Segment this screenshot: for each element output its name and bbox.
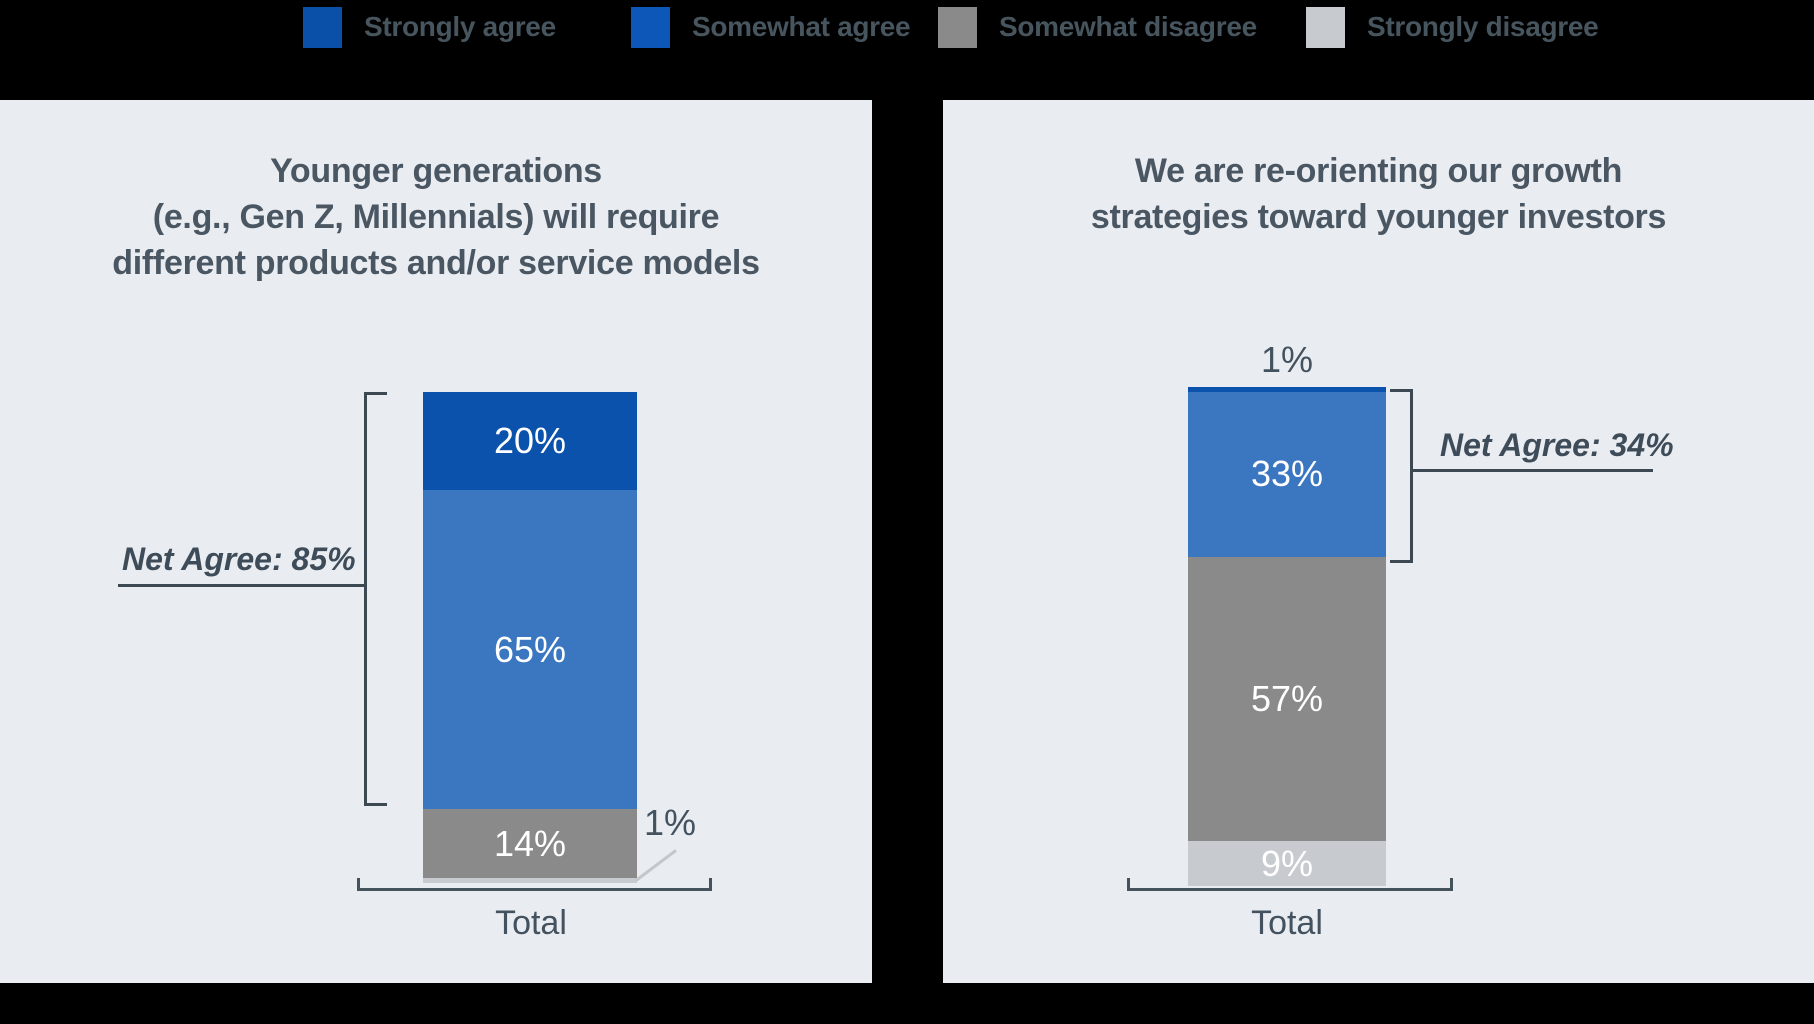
legend-label: Strongly agree: [364, 11, 556, 42]
bar-segment-somewhat-agree: 33%: [1188, 391, 1386, 557]
bar-segment-somewhat-agree: 65%: [423, 490, 637, 810]
net-agree-pointer-line: [1410, 469, 1653, 472]
bar-segment-somewhat-disagree: 57%: [1188, 556, 1386, 842]
net-agree-bracket: [1390, 389, 1413, 563]
somewhat-agree-swatch-icon: [631, 6, 670, 48]
title-line: different products and/or service models: [112, 244, 760, 282]
segment-value-label: 65%: [493, 628, 567, 670]
legend-item-somewhat-agree: Somewhat agree: [631, 6, 911, 48]
title-line: (e.g., Gen Z, Millennials) will require: [152, 198, 720, 236]
legend-label: Strongly disagree: [1367, 11, 1599, 42]
strongly-disagree-callout-label: 1%: [644, 802, 697, 843]
title-line: Younger generations: [270, 152, 602, 190]
chart-panel-growth-strategies: We are re-orienting our growth strategie…: [943, 100, 1814, 983]
segment-value-label: 20%: [493, 420, 567, 462]
x-axis-bracket: [357, 878, 712, 891]
bar-segment-strongly-agree: [1188, 387, 1386, 392]
legend-item-somewhat-disagree: Somewhat disagree: [938, 6, 1257, 48]
legend-label: Somewhat agree: [692, 11, 911, 42]
legend-item-strongly-disagree: Strongly disagree: [1306, 6, 1599, 48]
title-line: strategies toward younger investors: [1090, 198, 1667, 236]
x-axis-category-label: Total: [495, 904, 567, 942]
chart-title: We are re-orienting our growth strategie…: [943, 148, 1814, 240]
bar-segment-strongly-agree: 20%: [423, 392, 637, 491]
stacked-bar-total: 33% 57% 9%: [1188, 387, 1386, 886]
strongly-agree-swatch-icon: [303, 6, 342, 48]
bar-segment-somewhat-disagree: 14%: [423, 809, 637, 879]
chart-title: Younger generations (e.g., Gen Z, Millen…: [0, 148, 872, 286]
strongly-disagree-swatch-icon: [1306, 6, 1345, 48]
bar-segment-strongly-disagree: 9%: [1188, 841, 1386, 886]
somewhat-disagree-swatch-icon: [938, 6, 977, 48]
segment-value-label: 9%: [1260, 842, 1314, 884]
net-agree-label: Net Agree: 85%: [122, 541, 356, 577]
x-axis-category-label: Total: [1251, 904, 1323, 942]
segment-value-label: 14%: [493, 822, 567, 864]
legend-label: Somewhat disagree: [999, 11, 1257, 42]
segment-value-label: 33%: [1250, 453, 1324, 495]
net-agree-bracket: [364, 392, 387, 806]
net-agree-pointer-line: [118, 584, 366, 587]
net-agree-label: Net Agree: 34%: [1440, 427, 1674, 463]
segment-value-label: 57%: [1250, 677, 1324, 719]
bar-segment-strongly-disagree: [423, 878, 637, 883]
legend-item-strongly-agree: Strongly agree: [303, 6, 556, 48]
strongly-agree-top-label: 1%: [1260, 339, 1314, 380]
chart-panel-younger-generations: Younger generations (e.g., Gen Z, Millen…: [0, 100, 872, 983]
callout-line: [635, 849, 677, 882]
x-axis-bracket: [1127, 878, 1453, 891]
title-line: We are re-orienting our growth: [1134, 152, 1623, 190]
stacked-bar-total: 20% 65% 14%: [423, 392, 637, 883]
